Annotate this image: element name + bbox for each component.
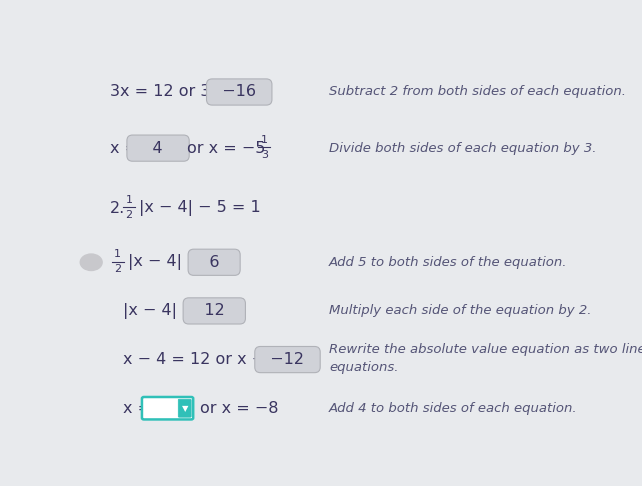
- Text: −16: −16: [212, 85, 266, 100]
- Text: Rewrite the absolute value equation as two linear: Rewrite the absolute value equation as t…: [329, 343, 642, 356]
- Text: Add 5 to both sides of the equation.: Add 5 to both sides of the equation.: [329, 256, 568, 269]
- Text: 2.: 2.: [110, 201, 125, 215]
- Text: Divide both sides of each equation by 3.: Divide both sides of each equation by 3.: [329, 141, 596, 155]
- Text: 12: 12: [189, 303, 240, 318]
- Text: 4: 4: [132, 140, 184, 156]
- Text: Multiply each side of the equation by 2.: Multiply each side of the equation by 2.: [329, 304, 591, 317]
- Text: −12: −12: [261, 352, 315, 367]
- FancyBboxPatch shape: [178, 399, 191, 417]
- Text: 2: 2: [114, 264, 121, 274]
- Text: or x = −8: or x = −8: [200, 401, 278, 416]
- Text: |x − 4| =: |x − 4| =: [128, 254, 205, 270]
- Text: 6: 6: [194, 255, 234, 270]
- Text: ▼: ▼: [182, 404, 188, 413]
- Text: or x = −5: or x = −5: [187, 140, 266, 156]
- Text: equations.: equations.: [329, 361, 399, 374]
- Text: x − 4 = 12 or x − 4 =: x − 4 = 12 or x − 4 =: [123, 352, 304, 367]
- Text: Add 4 to both sides of each equation.: Add 4 to both sides of each equation.: [329, 402, 578, 415]
- Text: 1: 1: [261, 135, 268, 145]
- FancyBboxPatch shape: [142, 397, 193, 419]
- Text: 3: 3: [261, 150, 268, 160]
- Text: |x − 4| − 5 = 1: |x − 4| − 5 = 1: [139, 200, 261, 216]
- Text: 1: 1: [125, 195, 132, 205]
- Circle shape: [80, 254, 102, 271]
- Text: x =: x =: [110, 140, 143, 156]
- Text: 3x = 12 or 3x =: 3x = 12 or 3x =: [110, 85, 244, 100]
- Text: 2: 2: [125, 210, 132, 220]
- Text: 1: 1: [114, 249, 121, 259]
- Text: Subtract 2 from both sides of each equation.: Subtract 2 from both sides of each equat…: [329, 86, 626, 99]
- Text: x =: x =: [123, 401, 156, 416]
- Text: |x − 4| =: |x − 4| =: [123, 303, 200, 319]
